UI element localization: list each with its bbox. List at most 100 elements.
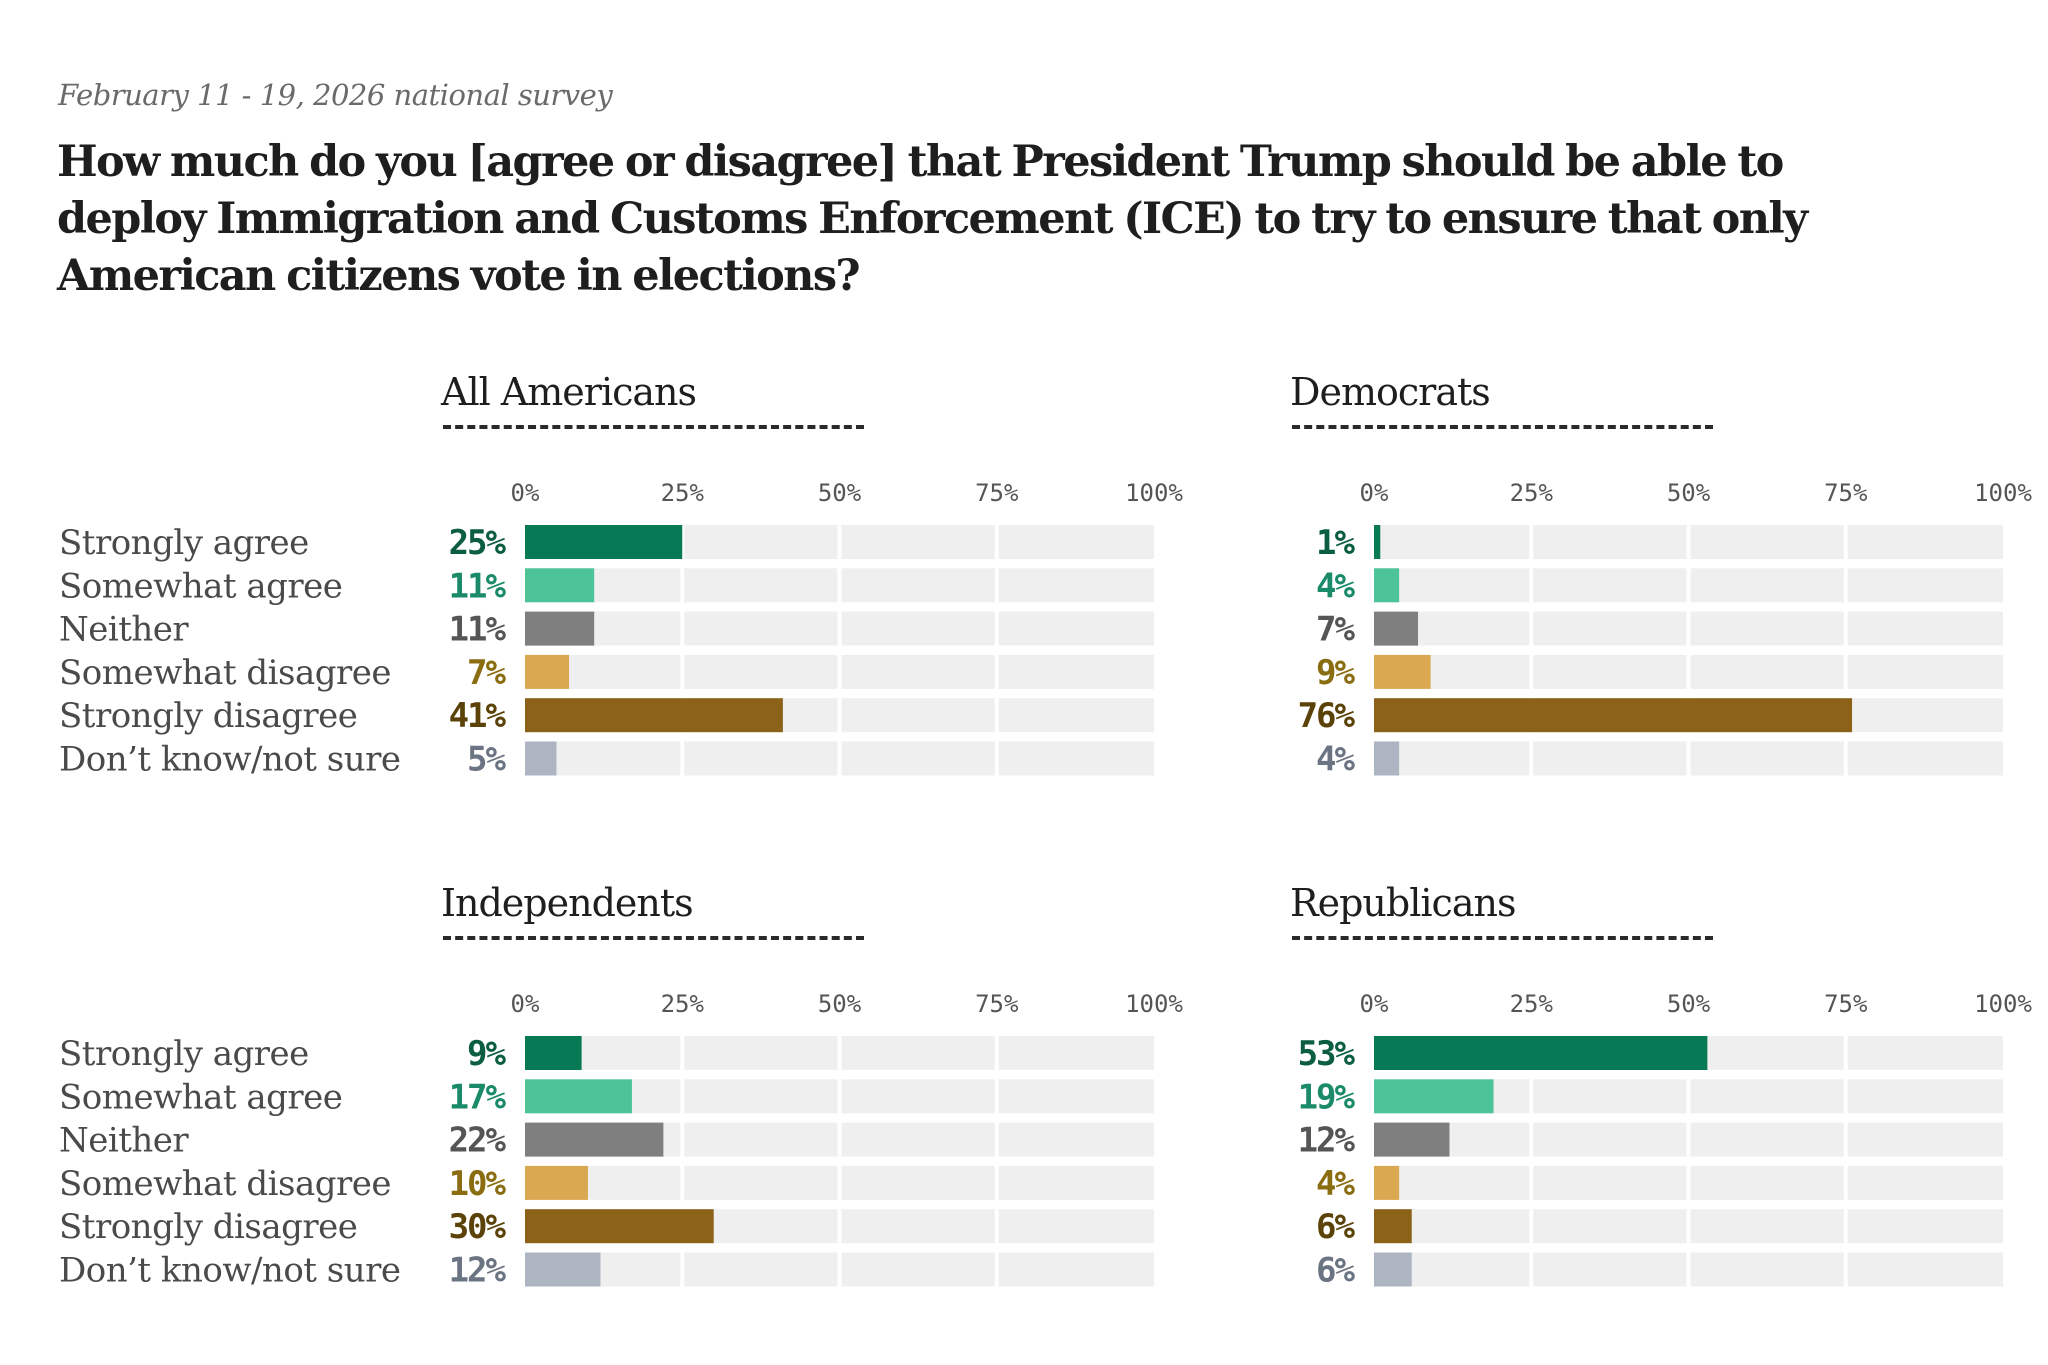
bar-track-segment <box>684 525 838 559</box>
bar-track-segment <box>1847 1252 2003 1287</box>
bar-track-segment <box>998 1079 1154 1114</box>
bar-track-segment <box>841 1252 995 1287</box>
x-tick-label: 0% <box>511 990 540 1018</box>
value-label: 76% <box>1298 696 1356 736</box>
value-label: 11% <box>449 566 507 606</box>
panel-republicans: Republicans 0% 25% 50% 75% 100% 53% 19% 12% 4% 6%… <box>849 871 2032 1291</box>
category-label: Don’t know/not sure <box>59 740 401 780</box>
value-label: 5% <box>467 740 506 780</box>
bar-track-segment <box>1533 1079 1687 1114</box>
panel-all-americans: All Americans 0% 25% 50% 75% 100% 25% Strongly… <box>0 360 1183 780</box>
category-label: Neither <box>59 1121 189 1161</box>
x-tick-label: 50% <box>1667 479 1711 507</box>
bar-track-segment <box>684 1165 838 1200</box>
x-tick-label: 0% <box>1360 479 1389 507</box>
x-tick-label: 25% <box>661 479 705 507</box>
value-label: 10% <box>449 1164 507 1204</box>
bar-track-segment <box>998 654 1154 689</box>
bar <box>1374 1209 1412 1244</box>
bar <box>1374 1079 1494 1114</box>
bar <box>525 525 683 559</box>
bar-track-segment <box>684 1079 838 1114</box>
bar-track-segment <box>1847 741 2003 776</box>
bar-track-segment <box>841 1122 995 1157</box>
bar-row: 41% Strongly disagree <box>59 696 1154 736</box>
bar <box>1374 1252 1412 1287</box>
bar-row: 6% <box>1316 1251 2003 1291</box>
bar-track-segment <box>841 741 995 776</box>
panel-heading: Independents <box>441 881 694 925</box>
category-label: Somewhat agree <box>59 1077 342 1117</box>
bar-track-segment <box>1847 525 2003 559</box>
bar-row: 4% <box>1316 1164 2003 1204</box>
bar-track-segment <box>841 1209 995 1244</box>
bar-track-segment <box>841 698 995 733</box>
panel-heading-rule <box>443 425 864 429</box>
bar-track-segment <box>1690 741 1844 776</box>
bar-track-segment <box>1533 654 1687 689</box>
bar-row: 4% <box>1316 740 2003 780</box>
bar-track-segment <box>1690 1079 1844 1114</box>
bar-track-segment <box>1690 654 1844 689</box>
bar <box>1374 1036 1708 1070</box>
bar-track-segment <box>684 568 838 603</box>
x-tick-label: 75% <box>1824 990 1868 1018</box>
value-label: 4% <box>1316 740 1355 780</box>
x-tick-label: 100% <box>1125 990 1183 1018</box>
bar-track-segment <box>998 741 1154 776</box>
chart-title-line: deploy Immigration and Customs Enforceme… <box>57 194 1808 244</box>
value-label: 11% <box>449 610 507 650</box>
bar-row: 22% Neither <box>59 1121 1154 1161</box>
bar-track-segment <box>998 1209 1154 1244</box>
bar-track-segment <box>841 1165 995 1200</box>
value-label: 9% <box>467 1034 506 1074</box>
bar-track-segment <box>1374 741 1530 776</box>
survey-date-subtitle: February 11 - 19, 2026 national survey <box>58 78 613 112</box>
bar <box>1374 741 1400 776</box>
bar <box>525 568 595 603</box>
panel-heading: All Americans <box>441 370 697 414</box>
bar-row: 11% Neither <box>59 610 1154 650</box>
bar-track-segment <box>1374 1165 1530 1200</box>
value-label: 4% <box>1316 566 1355 606</box>
bar <box>525 654 570 689</box>
x-tick-label: 0% <box>1360 990 1389 1018</box>
bar-track-segment <box>1533 611 1687 646</box>
bar-row: 25% Strongly agree <box>59 523 1154 563</box>
bar-track-segment <box>1533 1252 1687 1287</box>
category-label: Neither <box>59 610 189 650</box>
value-label: 1% <box>1316 523 1355 563</box>
category-label: Strongly agree <box>59 1034 309 1074</box>
bar-track-segment <box>684 654 838 689</box>
bar-row: 9% <box>1316 653 2003 693</box>
x-tick-label: 50% <box>818 479 862 507</box>
bar-track-segment <box>1690 1165 1844 1200</box>
bar-track-segment <box>841 525 995 559</box>
category-label: Somewhat disagree <box>59 1164 391 1204</box>
bar-row: 6% <box>1316 1207 2003 1247</box>
bar-track-segment <box>1533 1165 1687 1200</box>
bar-track-segment <box>841 568 995 603</box>
bar-track-segment <box>1533 741 1687 776</box>
bar <box>1374 525 1381 559</box>
bar <box>1374 568 1400 603</box>
value-label: 25% <box>449 523 507 563</box>
chart-title: How much do you [agree or disagree] that… <box>57 134 1957 305</box>
bar-track-segment <box>1374 568 1530 603</box>
chart-title-line: How much do you [agree or disagree] that… <box>57 137 1784 187</box>
bar-row: 17% Somewhat agree <box>59 1077 1154 1117</box>
bar-row: 9% Strongly agree <box>59 1034 1154 1074</box>
bar-track-segment <box>1690 525 1844 559</box>
bar-track-segment <box>1690 1122 1844 1157</box>
bar-track-segment <box>1533 1209 1687 1244</box>
value-label: 12% <box>449 1251 507 1291</box>
bar <box>525 698 783 733</box>
bar-track-segment <box>1847 1209 2003 1244</box>
bar-track-segment <box>998 1165 1154 1200</box>
x-tick-label: 75% <box>1824 479 1868 507</box>
value-label: 6% <box>1316 1207 1355 1247</box>
bar-chart-independents: 0% 25% 50% 75% 100% 9% Strongly agree 17% Somewh… <box>59 990 1183 1291</box>
category-label: Don’t know/not sure <box>59 1251 401 1291</box>
bar-row: 1% <box>1316 523 2003 563</box>
panel-heading: Republicans <box>1290 881 1516 925</box>
